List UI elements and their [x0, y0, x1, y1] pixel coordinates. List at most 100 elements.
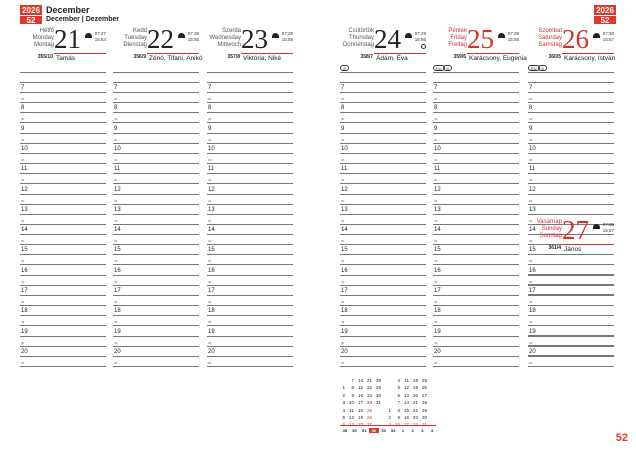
hour-label: 14 [341, 227, 348, 234]
half-hour-label: 30 [341, 360, 345, 365]
half-hour-line [20, 284, 106, 286]
half-hour-label: 30 [434, 259, 438, 264]
note-line [340, 72, 426, 73]
note-line [528, 163, 614, 165]
half-hour-label: 30 [434, 340, 438, 345]
date-underline [562, 53, 614, 54]
hour-label: 9 [341, 125, 345, 132]
mini-day: 2 [342, 392, 345, 398]
day-name: Monday [32, 35, 54, 41]
week-number: 53 [381, 428, 386, 433]
hour-label: 15 [434, 247, 441, 254]
hour-line [528, 254, 614, 256]
day-number: 27 [562, 215, 589, 245]
half-hour-label: 30 [114, 218, 118, 223]
half-hour-label: 30 [114, 178, 118, 183]
hour-line [207, 213, 293, 215]
half-hour-line [113, 102, 199, 103]
day-column: Kedd Tuesday Dienstag 22 07:28 15:55 356/9 Zénó… [113, 0, 202, 450]
note-line [528, 335, 614, 337]
half-hour-label: 30 [434, 218, 438, 223]
mini-day: 17 [357, 400, 363, 406]
half-hour-label: 30 [529, 279, 533, 284]
sun-times: 07:30 15:57 [603, 31, 614, 43]
hour-label: 12 [21, 186, 28, 193]
hour-line [340, 173, 426, 175]
half-hour-line [340, 345, 426, 347]
hour-label: 12 [434, 186, 441, 193]
half-hour-label: 30 [208, 218, 212, 223]
half-hour-line [113, 223, 199, 225]
half-hour-label: 30 [21, 178, 25, 183]
day-name: Tuesday [124, 35, 147, 41]
half-hour-line [207, 223, 293, 225]
week-number: 49 [342, 428, 348, 433]
day-header: Szombat Saturday Samstag 26 07:30 15:57 360/5 K… [528, 24, 615, 65]
half-hour-line [113, 365, 199, 367]
half-hour-line [340, 325, 426, 327]
hour-line [113, 234, 199, 236]
mini-day: 6 [342, 422, 345, 428]
hour-label: 7 [529, 85, 533, 91]
half-hour-line [20, 102, 106, 103]
half-hour-label: 30 [341, 157, 345, 162]
hour-line [528, 295, 614, 296]
hour-line [433, 355, 519, 357]
half-hour-line [433, 122, 519, 124]
hour-label: 14 [434, 227, 441, 234]
year: 2026 [22, 6, 40, 15]
sun-times: 07:28 15:55 [188, 31, 199, 43]
hour-line [113, 92, 199, 93]
half-hour-line [528, 223, 614, 225]
mini-day: 12 [403, 385, 409, 391]
hour-line [433, 92, 519, 93]
hour-line [433, 295, 519, 296]
day-name: Szombat [538, 28, 562, 34]
half-hour-line [340, 102, 426, 103]
mini-day: 29 [375, 385, 381, 391]
hour-line [20, 193, 106, 195]
hour-label: 15 [341, 247, 348, 254]
mini-day: 24 [412, 422, 418, 428]
mini-day: 26 [421, 385, 427, 391]
half-hour-label: 30 [341, 178, 345, 183]
half-hour-line [340, 122, 426, 124]
half-hour-line [433, 183, 519, 185]
mini-row: 5 12 19 26 [336, 414, 381, 421]
mini-day: 31 [375, 400, 381, 406]
week-number: 53 [391, 428, 396, 433]
day-name: Péntek [448, 28, 467, 34]
hour-label: 7 [208, 85, 212, 91]
hour-line [207, 254, 293, 256]
hour-line [113, 132, 199, 134]
hour-label: 10 [434, 145, 441, 152]
day-column: Péntek Friday Freitag 25 07:29 15:56 359/6 Kará… [433, 0, 527, 450]
hour-line [433, 274, 519, 276]
note-line [20, 72, 106, 73]
note-line [528, 72, 614, 73]
week-number: 1 [401, 428, 405, 433]
hour-label: 20 [529, 348, 536, 355]
hour-label: 14 [114, 227, 121, 234]
half-hour-label: 30 [208, 300, 212, 304]
day-name: Vasárnap [536, 219, 562, 225]
mini-row: 2 9 16 23 30 [382, 414, 427, 421]
mini-day: 13 [348, 422, 354, 428]
sun-times: 07:29 15:56 [508, 31, 519, 43]
hour-line [433, 112, 519, 114]
half-hour-label: 30 [434, 178, 438, 183]
hour-line [113, 173, 199, 175]
day-column: Csütörtök Thursday Donnerstag 24 07:29 15:56 3… [340, 0, 426, 450]
date-underline [562, 244, 614, 245]
sunrise-icon [272, 33, 279, 38]
half-hour-line [20, 305, 106, 306]
day-of-year: 355/10 [37, 54, 53, 60]
hour-label: 16 [21, 267, 28, 274]
half-hour-label: 30 [529, 360, 533, 365]
hour-line [113, 213, 199, 215]
half-hour-label: 30 [208, 279, 212, 284]
day-number: 26 [562, 24, 589, 54]
half-hour-line [433, 223, 519, 225]
hour-label: 10 [529, 145, 536, 152]
half-hour-line [207, 162, 293, 164]
